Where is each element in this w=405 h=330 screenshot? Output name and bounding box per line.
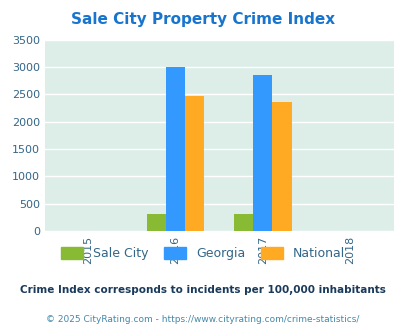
Bar <box>185 96 204 231</box>
Legend: Sale City, Georgia, National: Sale City, Georgia, National <box>55 242 350 265</box>
Text: © 2025 CityRating.com - https://www.cityrating.com/crime-statistics/: © 2025 CityRating.com - https://www.city… <box>46 315 359 324</box>
Bar <box>272 102 291 231</box>
Bar <box>253 75 272 231</box>
Text: Crime Index corresponds to incidents per 100,000 inhabitants: Crime Index corresponds to incidents per… <box>20 285 385 295</box>
Bar <box>147 214 166 231</box>
Bar <box>234 214 253 231</box>
Text: Sale City Property Crime Index: Sale City Property Crime Index <box>71 12 334 26</box>
Bar <box>166 67 185 231</box>
